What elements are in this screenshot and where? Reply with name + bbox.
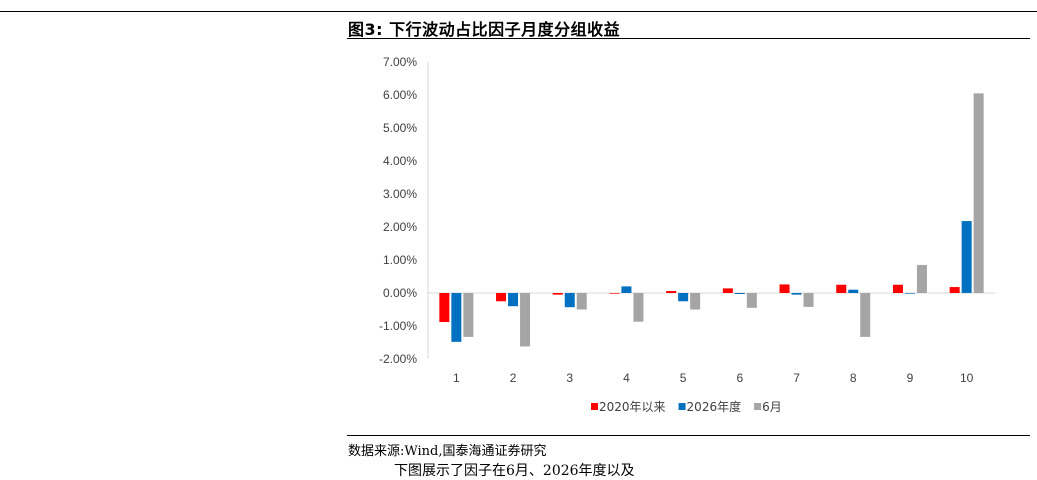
x-tick-label: 5 — [680, 371, 687, 385]
bar — [451, 293, 462, 342]
bar — [439, 293, 450, 323]
bar — [892, 284, 903, 293]
x-tick-label: 2 — [510, 371, 517, 385]
x-tick-label: 3 — [566, 371, 573, 385]
bar — [552, 293, 563, 295]
x-tick-label: 4 — [623, 371, 630, 385]
y-tick-label: -2.00% — [379, 352, 417, 366]
source-note: 数据来源:Wind,国泰海通证券研究 — [348, 444, 547, 459]
legend-label: 2020年以来 — [599, 400, 666, 414]
bar — [621, 286, 632, 293]
bar — [961, 221, 972, 293]
bars-layer — [439, 93, 984, 347]
bar — [949, 287, 960, 293]
bar — [791, 293, 802, 295]
bar — [678, 293, 689, 302]
bar — [848, 289, 859, 293]
y-tick-label: -1.00% — [379, 319, 417, 333]
body-text: 下图展示了因子在6月、2026年度以及 — [394, 463, 635, 479]
bar — [633, 293, 644, 322]
y-tick-label: 4.00% — [383, 154, 417, 168]
bar — [722, 288, 733, 293]
bar — [496, 293, 507, 302]
bar — [690, 293, 701, 310]
bar — [803, 293, 814, 307]
y-tick-label: 5.00% — [383, 121, 417, 135]
y-tick-label: 6.00% — [383, 88, 417, 102]
bar — [734, 293, 745, 294]
source-rule — [347, 435, 1030, 436]
bar — [746, 293, 757, 308]
bar — [973, 93, 984, 293]
bar — [564, 293, 575, 308]
x-tick-label: 9 — [907, 371, 914, 385]
x-tick-label: 7 — [793, 371, 800, 385]
bar — [860, 293, 871, 337]
legend-label: 6月 — [762, 400, 782, 414]
bar — [916, 264, 927, 293]
y-tick-label: 3.00% — [383, 187, 417, 201]
y-tick-label: 2.00% — [383, 220, 417, 234]
x-tick-label: 6 — [737, 371, 744, 385]
axis-layer: -2.00% -1.00% 0.00% 1.00% 2.00% 3.00% 4.00% 5.0… — [379, 55, 995, 385]
legend-swatch — [678, 403, 686, 410]
y-tick-label: 0.00% — [383, 286, 417, 300]
title-rule — [347, 38, 1030, 39]
legend-swatch — [754, 403, 762, 410]
x-tick-label: 1 — [453, 371, 460, 385]
legend: 2020年以来 2026年度 6月 — [591, 399, 782, 414]
bar — [508, 293, 519, 307]
bar — [666, 291, 677, 293]
bar — [576, 293, 587, 310]
legend-swatch — [591, 403, 598, 410]
x-tick-label: 8 — [850, 371, 857, 385]
bar — [520, 293, 531, 347]
bar — [779, 284, 790, 293]
bar — [463, 293, 474, 337]
top-rule — [0, 11, 1037, 12]
bar — [904, 293, 915, 294]
y-tick-label: 7.00% — [383, 55, 417, 69]
figure-title: 图3: 下行波动占比因子月度分组收益 — [348, 20, 621, 39]
legend-label: 2026年度 — [687, 399, 742, 414]
y-tick-label: 1.00% — [383, 253, 417, 267]
x-tick-label: 10 — [960, 371, 974, 385]
bar — [836, 284, 847, 293]
bar — [609, 293, 620, 294]
